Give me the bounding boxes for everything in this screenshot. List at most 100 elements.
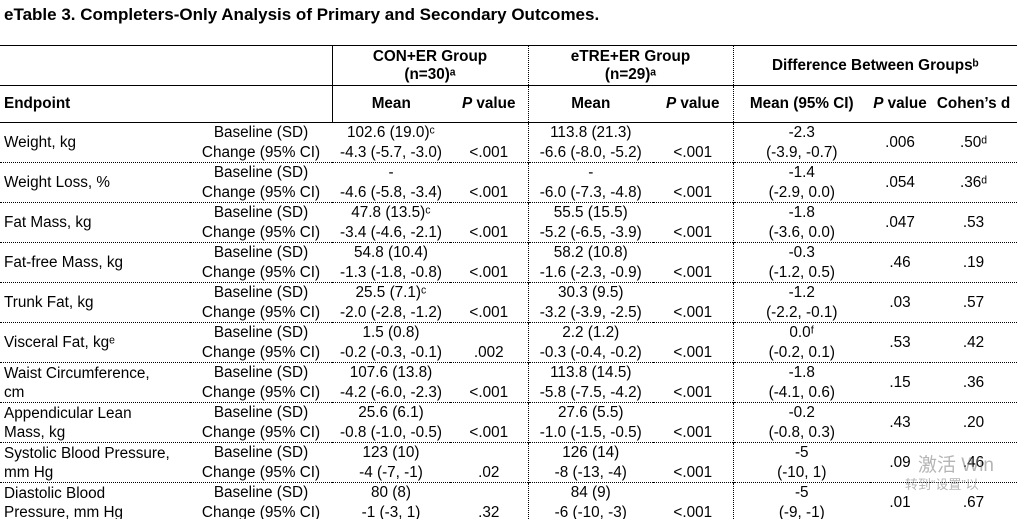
con-p-cell: .32 (450, 482, 529, 519)
change-label: Change (95% CI) (201, 503, 321, 519)
p-value: <.001 (673, 263, 713, 281)
cohens-d-cell: .46 (962, 453, 985, 471)
diff-mean-cell: -5 (-9, -1) (733, 483, 870, 519)
change-value: -4.3 (-5.7, -3.0) (339, 143, 442, 161)
etre-mean-cell: 113.8 (14.5) -5.8 (-7.5, -4.2) (528, 363, 653, 403)
baseline-value: 1.5 (0.8) (362, 324, 420, 341)
baseline-value: 30.3 (9.5) (558, 284, 624, 301)
baseline-label: Baseline (SD) (213, 404, 309, 421)
diff-p-cell: .01 (889, 493, 911, 511)
con-p-cell: <.001 (450, 202, 529, 243)
endpoint-cell: Visceral Fat, kgᵉ (4, 334, 115, 351)
p-label-rest: value (883, 95, 927, 112)
p-value: <.001 (469, 303, 509, 321)
change-label: Change (95% CI) (201, 463, 321, 481)
baseline-value: 55.5 (15.5) (553, 204, 628, 221)
header-blank-cell (0, 45, 333, 86)
p-value: <.001 (673, 343, 713, 361)
diff-mean-value: 0.0ᶠ (789, 324, 815, 341)
change-label: Change (95% CI) (201, 143, 321, 161)
diff-mean-value: -1.4 (788, 164, 815, 181)
windows-activation-watermark-line1: 激活 Win (918, 455, 995, 476)
diff-mean-cell: -0.2 (-0.8, 0.3) (733, 403, 870, 443)
p-value: <.001 (673, 223, 713, 241)
con-mean-cell: 102.6 (19.0)ᶜ -4.3 (-5.7, -3.0) (332, 123, 450, 163)
p-value: <.001 (469, 223, 509, 241)
baseline-label: Baseline (SD) (213, 164, 309, 181)
etre-p-cell: <.001 (653, 202, 734, 243)
etre-p-cell: <.001 (653, 282, 734, 323)
col-etre-p: P value (653, 85, 734, 123)
baseline-value: 80 (8) (371, 484, 411, 501)
diff-p-cell: .43 (889, 413, 911, 431)
baseline-value: 2.2 (1.2) (562, 324, 620, 341)
change-value: -4 (-7, -1) (359, 463, 423, 481)
p-value: <.001 (673, 423, 713, 441)
change-value: -1.0 (-1.5, -0.5) (539, 423, 642, 441)
baseline-label: Baseline (SD) (213, 244, 309, 261)
diff-ci-value: (-4.1, 0.6) (768, 383, 835, 401)
col-cohens-d: Cohen’s d (930, 85, 1017, 123)
p-value: <.001 (673, 183, 713, 201)
baseline-label: Baseline (SD) (213, 364, 309, 381)
change-value: -2.0 (-2.8, -1.2) (339, 303, 442, 321)
p-label-italic: P (665, 95, 677, 112)
baseline-label: Baseline (SD) (213, 324, 309, 341)
p-value: <.001 (469, 263, 509, 281)
p-value: <.001 (673, 303, 713, 321)
diff-ci-value: (-3.6, 0.0) (768, 223, 835, 241)
p-value: <.001 (673, 143, 713, 161)
baseline-label: Baseline (SD) (213, 284, 309, 301)
etre-mean-cell: - -6.0 (-7.3, -4.8) (528, 163, 653, 203)
con-p-cell: <.001 (450, 402, 529, 443)
change-value: -1.6 (-2.3, -0.9) (539, 263, 642, 281)
header-blank-sublabel (190, 85, 333, 123)
baseline-value: - (588, 164, 594, 181)
etre-mean-cell: 55.5 (15.5) -5.2 (-6.5, -3.9) (528, 203, 653, 243)
table-row: Fat-free Mass, kg Baseline (SD) Change (9… (0, 242, 1017, 283)
baseline-label: Baseline (SD) (213, 444, 309, 461)
p-value: .32 (478, 503, 500, 519)
etre-group-n: (n=29)ᵃ (604, 65, 657, 83)
p-value: <.001 (673, 503, 713, 519)
table-row: Weight, kg Baseline (SD) Change (95% CI) … (0, 122, 1017, 163)
cohens-d-cell: .42 (962, 333, 985, 351)
change-value: -1.3 (-1.8, -0.8) (339, 263, 442, 281)
baseline-value: 54.8 (10.4) (354, 244, 428, 261)
col-endpoint: Endpoint (0, 85, 190, 123)
col-con-mean: Mean (332, 85, 450, 123)
con-p-cell: <.001 (450, 362, 529, 403)
change-label: Change (95% CI) (201, 343, 321, 361)
con-mean-cell: 1.5 (0.8) -0.2 (-0.3, -0.1) (332, 323, 450, 363)
etre-p-cell: <.001 (653, 442, 734, 483)
con-mean-cell: 25.6 (6.1) -0.8 (-1.0, -0.5) (332, 403, 450, 443)
con-mean-cell: 80 (8) -1 (-3, 1) (332, 483, 450, 519)
diff-ci-value: (-2.2, -0.1) (766, 303, 838, 321)
diff-ci-value: (-9, -1) (778, 503, 825, 519)
change-value: -5.2 (-6.5, -3.9) (539, 223, 642, 241)
con-mean-cell: 54.8 (10.4) -1.3 (-1.8, -0.8) (332, 243, 450, 283)
endpoint-cell: Trunk Fat, kg (4, 294, 94, 311)
cohens-d-cell: .20 (962, 413, 985, 431)
change-value: -0.3 (-0.4, -0.2) (539, 343, 642, 361)
change-value: -4.6 (-5.8, -3.4) (339, 183, 442, 201)
baseline-value: 113.8 (21.3) (550, 124, 632, 141)
baseline-value: 58.2 (10.8) (553, 244, 628, 261)
sublabel-cell: Baseline (SD) Change (95% CI) (190, 163, 332, 203)
header-group-row: CON+ER Group (n=30)ᵃ eTRE+ER Group (n=29… (0, 45, 1017, 86)
diff-ci-value: (-1.2, 0.5) (768, 263, 835, 281)
col-diff-mean-ci: Mean (95% CI) (733, 85, 871, 123)
change-value: -6.6 (-8.0, -5.2) (539, 143, 642, 161)
cohens-d-cell: .36 (962, 373, 985, 391)
change-value: -3.2 (-3.9, -2.5) (539, 303, 642, 321)
p-label-rest: value (472, 95, 516, 112)
etre-mean-cell: 27.6 (5.5) -1.0 (-1.5, -0.5) (528, 403, 653, 443)
etre-p-cell: <.001 (653, 162, 734, 203)
table-title: eTable 3. Completers-Only Analysis of Pr… (4, 5, 600, 24)
baseline-value: 107.6 (13.8) (349, 364, 433, 381)
col-group-etre: eTRE+ER Group (n=29)ᵃ (528, 45, 734, 86)
header-column-row: Endpoint Mean P value Mean P value Mean … (0, 85, 1017, 123)
sublabel-cell: Baseline (SD) Change (95% CI) (190, 243, 332, 283)
endpoint-cell: Diastolic Blood Pressure, mm Hg (4, 484, 123, 519)
